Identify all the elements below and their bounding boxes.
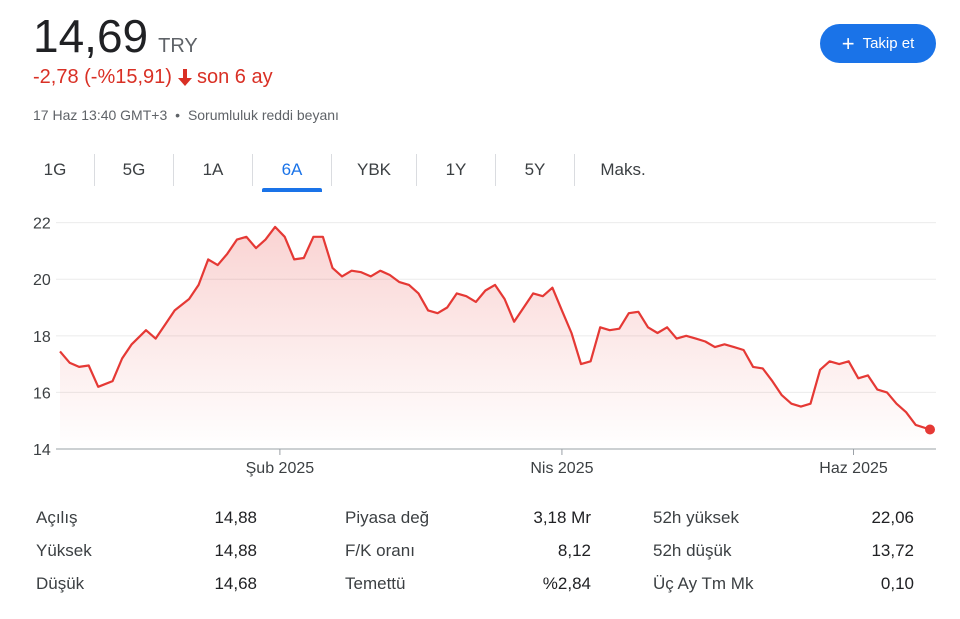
stat-value: 14,88	[214, 508, 257, 527]
tab-1a[interactable]: 1A	[202, 160, 224, 179]
change-period: son 6 ay	[196, 66, 273, 88]
tab-5g[interactable]: 5G	[122, 160, 146, 179]
follow-button[interactable]: + Takip et	[820, 24, 936, 63]
stat-value: 8,12	[557, 541, 591, 560]
tab-divider	[173, 154, 174, 186]
stat-value: %2,84	[542, 574, 591, 593]
price-chart[interactable]: 22 20 18 16 14 Şub 2025 Nis 2025 Haz 2025	[0, 200, 960, 490]
follow-button-label: Takip et	[862, 35, 915, 52]
stat-row: 52h düşük 13,72	[653, 541, 914, 574]
stat-row: Düşük 14,68	[36, 574, 257, 607]
stat-value: 13,72	[871, 541, 914, 560]
y-tick-label: 22	[33, 216, 51, 233]
stat-value: 0,10	[880, 574, 914, 593]
tab-6a[interactable]: 6A	[253, 150, 331, 190]
tab-divider	[331, 154, 332, 186]
stat-row: Temettü %2,84	[345, 574, 591, 607]
stats-col-2: Piyasa değ 3,18 Mr F/K oranı 8,12 Temettü%…	[345, 508, 591, 607]
stat-row: Yüksek 14,88	[36, 541, 257, 574]
x-tick-label: Nis 2025	[530, 460, 593, 477]
stat-label: Yüksek	[36, 541, 92, 560]
price-change-row: -2,78 (-%15,91) son 6 ay	[33, 66, 273, 89]
tab-divider	[574, 154, 575, 186]
stat-label: Düşük	[36, 574, 85, 593]
y-tick-label: 16	[33, 385, 51, 402]
stat-row: Üç Ay Tm Mk 0,10	[653, 574, 914, 607]
plus-icon: +	[841, 30, 855, 56]
tab-divider	[94, 154, 95, 186]
stat-label: Piyasa değ	[345, 508, 430, 527]
stats-col-1: Açılış 14,88 Yüksek 14,88 Düşük 14,68	[36, 508, 257, 607]
tab-5y[interactable]: 5Y	[524, 160, 546, 179]
stat-label: F/K oranı	[345, 541, 415, 560]
tab-1g[interactable]: 1G	[43, 160, 67, 179]
range-tabs: 1G 5G 1A 6A YBK 1Y 5Y Maks.	[16, 150, 671, 190]
stat-value: 22,06	[871, 508, 914, 527]
stat-label: Temettü	[345, 574, 406, 593]
stat-label: 52h yüksek	[653, 508, 739, 527]
quote-meta: 17 Haz 13:40 GMT+3 • Sorumluluk reddi be…	[33, 107, 339, 123]
price-line	[59, 225, 931, 431]
tab-divider	[416, 154, 417, 186]
current-price: 14,69	[33, 10, 149, 62]
price-area	[60, 226, 930, 449]
stat-value: 14,68	[214, 574, 257, 593]
stat-label: 52h düşük	[653, 541, 732, 560]
tab-maks[interactable]: Maks.	[600, 160, 646, 179]
y-tick-label: 18	[33, 329, 51, 346]
stat-value: 14,88	[214, 541, 257, 560]
tab-divider	[495, 154, 496, 186]
meta-separator: •	[175, 107, 181, 123]
quote-timestamp: 17 Haz 13:40 GMT+3	[33, 107, 168, 123]
price-row: 14,69 TRY	[33, 8, 198, 64]
stat-row: Açılış 14,88	[36, 508, 257, 541]
currency-label: TRY	[158, 35, 198, 57]
stat-row: Piyasa değ 3,18 Mr	[345, 508, 591, 541]
stat-row: 52h yüksek 22,06	[653, 508, 914, 541]
tab-1y[interactable]: 1Y	[445, 160, 467, 179]
stats-col-3: 52h yüksek 22,06 52h düşük 13,72 Üç Ay Tm …	[653, 508, 914, 607]
y-tick-label: 14	[33, 442, 51, 459]
y-tick-label: 20	[33, 272, 51, 289]
x-tick-label: Şub 2025	[246, 460, 315, 477]
stat-value: 3,18 Mr	[533, 508, 591, 527]
arrow-down-icon	[177, 69, 192, 86]
stat-row: F/K oranı 8,12	[345, 541, 591, 574]
last-price-point	[925, 424, 935, 435]
stat-label: Açılış	[36, 508, 78, 527]
disclaimer-link[interactable]: Sorumluluk reddi beyanı	[187, 107, 339, 123]
x-tick-label: Haz 2025	[819, 460, 888, 477]
price-change: -2,78 (-%15,91)	[33, 66, 172, 88]
tab-ybk[interactable]: YBK	[356, 160, 392, 179]
stat-label: Üç Ay Tm Mk	[653, 574, 754, 593]
